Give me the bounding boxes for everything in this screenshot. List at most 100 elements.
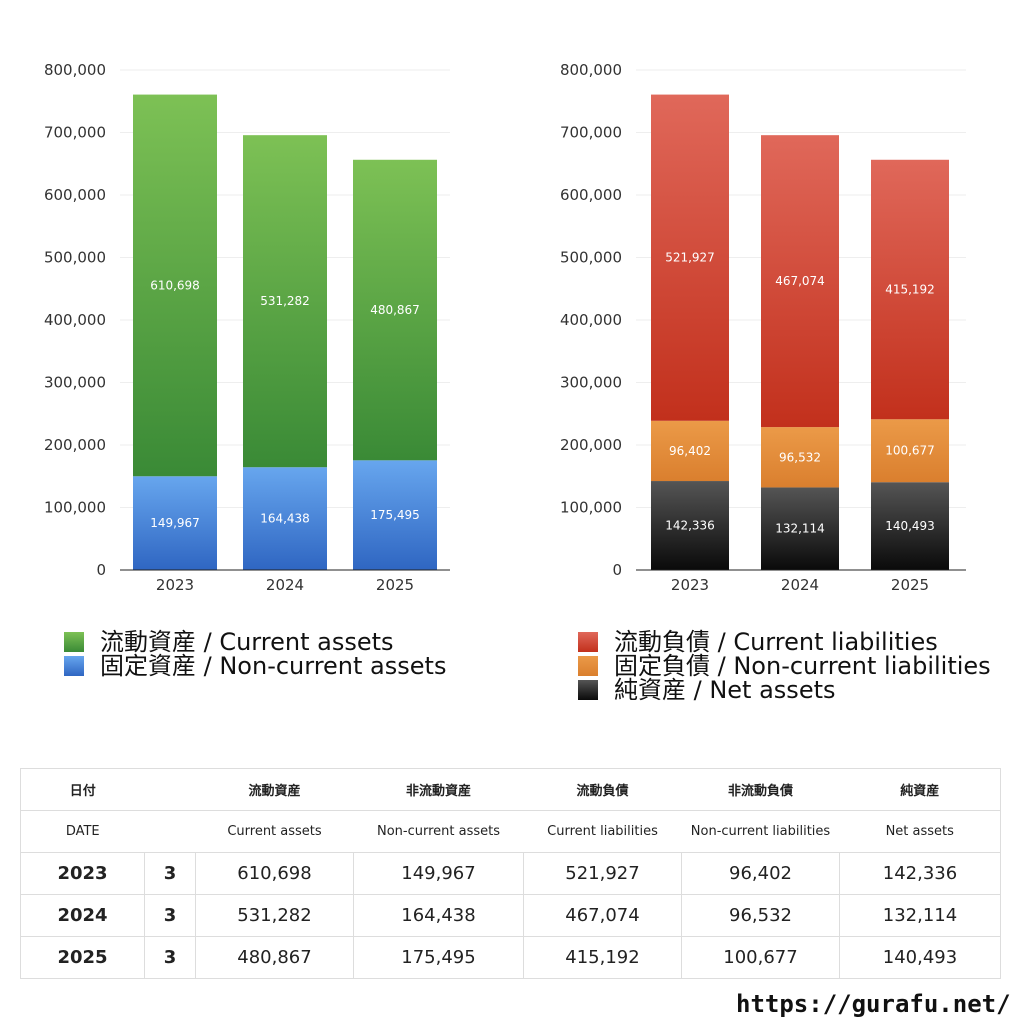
value-cell: 140,493 (839, 936, 1001, 979)
header-cell (144, 768, 196, 811)
legend-item-current-liabilities: 流動負債 / Current liabilities (578, 630, 991, 654)
table-row: 2024 3 531,282 164,438 467,074 96,532 13… (20, 894, 1001, 937)
data-label: 142,336 (665, 519, 715, 533)
data-label: 480,867 (370, 303, 420, 317)
data-label: 610,698 (150, 278, 200, 292)
value-cell: 415,192 (523, 936, 682, 979)
y-tick-label: 0 (612, 561, 622, 579)
legend-label: 流動負債 / Current liabilities (614, 628, 938, 656)
bar-segment (651, 481, 729, 570)
month-cell: 3 (144, 936, 196, 979)
y-tick-label: 500,000 (560, 249, 622, 267)
value-cell: 467,074 (523, 894, 682, 937)
header-cell: 日付 (20, 768, 145, 811)
legend-assets: 流動資産 / Current assets 固定資産 / Non-current… (64, 630, 446, 678)
header-cell: Current liabilities (523, 810, 682, 853)
data-label: 164,438 (260, 512, 310, 526)
y-tick-label: 700,000 (560, 124, 622, 142)
data-label: 415,192 (885, 283, 935, 297)
value-cell: 149,967 (353, 852, 524, 895)
x-tick-label: 2023 (671, 576, 709, 594)
header-cell: Net assets (839, 810, 1001, 853)
table-header-en: DATE Current assets Non-current assets C… (20, 810, 1001, 853)
bar-segment (651, 420, 729, 482)
y-tick-label: 300,000 (44, 374, 106, 392)
x-tick-label: 2024 (266, 576, 304, 594)
liabilities-chart: 0 100,000 200,000 300,000 400,000 500,000 600,… (560, 61, 966, 594)
value-cell: 164,438 (353, 894, 524, 937)
value-cell: 175,495 (353, 936, 524, 979)
y-tick-label: 800,000 (44, 61, 106, 79)
data-label: 149,967 (150, 516, 200, 530)
header-cell: 流動資産 (195, 768, 354, 811)
site-url[interactable]: https://gurafu.net/ (736, 990, 1011, 1018)
balance-sheet-table: 日付 流動資産 非流動資産 流動負債 非流動負債 純資産 DATE Curren… (20, 768, 1001, 979)
legend-item-non-current-liabilities: 固定負債 / Non-current liabilities (578, 654, 991, 678)
table-header-jp: 日付 流動資産 非流動資産 流動負債 非流動負債 純資産 (20, 768, 1001, 811)
header-cell: 非流動負債 (681, 768, 840, 811)
y-tick-label: 600,000 (560, 186, 622, 204)
bar-segment (761, 487, 839, 570)
month-cell: 3 (144, 852, 196, 895)
header-cell: DATE (20, 810, 145, 853)
y-tick-label: 300,000 (560, 374, 622, 392)
header-cell: 非流動資産 (353, 768, 524, 811)
y-tick-label: 700,000 (44, 124, 106, 142)
y-tick-label: 800,000 (560, 61, 622, 79)
table-row: 2023 3 610,698 149,967 521,927 96,402 14… (20, 852, 1001, 895)
y-tick-label: 100,000 (44, 499, 106, 517)
data-label: 96,532 (779, 450, 821, 464)
y-tick-label: 100,000 (560, 499, 622, 517)
data-label: 175,495 (370, 508, 420, 522)
x-tick-label: 2025 (891, 576, 929, 594)
bar-segment (761, 427, 839, 488)
data-label: 140,493 (885, 519, 935, 533)
bar-segment (353, 460, 437, 570)
legend-swatch-red (578, 632, 598, 652)
y-tick-label: 200,000 (44, 436, 106, 454)
y-tick-label: 500,000 (44, 249, 106, 267)
data-label: 531,282 (260, 294, 310, 308)
y-tick-label: 200,000 (560, 436, 622, 454)
bar-segment (871, 419, 949, 483)
legend-liabilities: 流動負債 / Current liabilities 固定負債 / Non-cu… (578, 630, 991, 702)
legend-swatch-dark (578, 680, 598, 700)
legend-item-net-assets: 純資産 / Net assets (578, 678, 991, 702)
year-cell: 2023 (20, 852, 145, 895)
bar-segment (243, 467, 327, 570)
legend-swatch-green (64, 632, 84, 652)
legend-swatch-orange (578, 656, 598, 676)
legend-item-non-current-assets: 固定資産 / Non-current assets (64, 654, 446, 678)
data-label: 467,074 (775, 274, 825, 288)
legend-label: 純資産 / Net assets (614, 676, 836, 704)
data-label: 132,114 (775, 522, 825, 536)
y-tick-label: 0 (96, 561, 106, 579)
y-tick-label: 600,000 (44, 186, 106, 204)
value-cell: 100,677 (681, 936, 840, 979)
value-cell: 521,927 (523, 852, 682, 895)
x-tick-label: 2025 (376, 576, 414, 594)
bar-segment (243, 135, 327, 468)
legend-label: 固定資産 / Non-current assets (100, 652, 447, 680)
value-cell: 96,402 (681, 852, 840, 895)
value-cell: 96,532 (681, 894, 840, 937)
header-cell: Non-current liabilities (681, 810, 840, 853)
bar-segment (353, 159, 437, 461)
y-tick-label: 400,000 (560, 311, 622, 329)
x-tick-label: 2023 (156, 576, 194, 594)
y-tick-label: 400,000 (44, 311, 106, 329)
legend-label: 固定負債 / Non-current liabilities (614, 652, 991, 680)
assets-chart: 0 100,000 200,000 300,000 400,000 500,000 600,… (44, 61, 450, 594)
bar-segment (651, 94, 729, 421)
data-label: 96,402 (669, 444, 711, 458)
year-cell: 2025 (20, 936, 145, 979)
legend-swatch-blue (64, 656, 84, 676)
value-cell: 531,282 (195, 894, 354, 937)
header-cell: Non-current assets (353, 810, 524, 853)
bar-segment (871, 482, 949, 570)
header-cell: 流動負債 (523, 768, 682, 811)
bar-segment (871, 159, 949, 420)
bar-segment (761, 135, 839, 428)
bar-segment (133, 476, 217, 570)
charts-canvas: 0 100,000 200,000 300,000 400,000 500,000 600,… (44, 61, 966, 594)
